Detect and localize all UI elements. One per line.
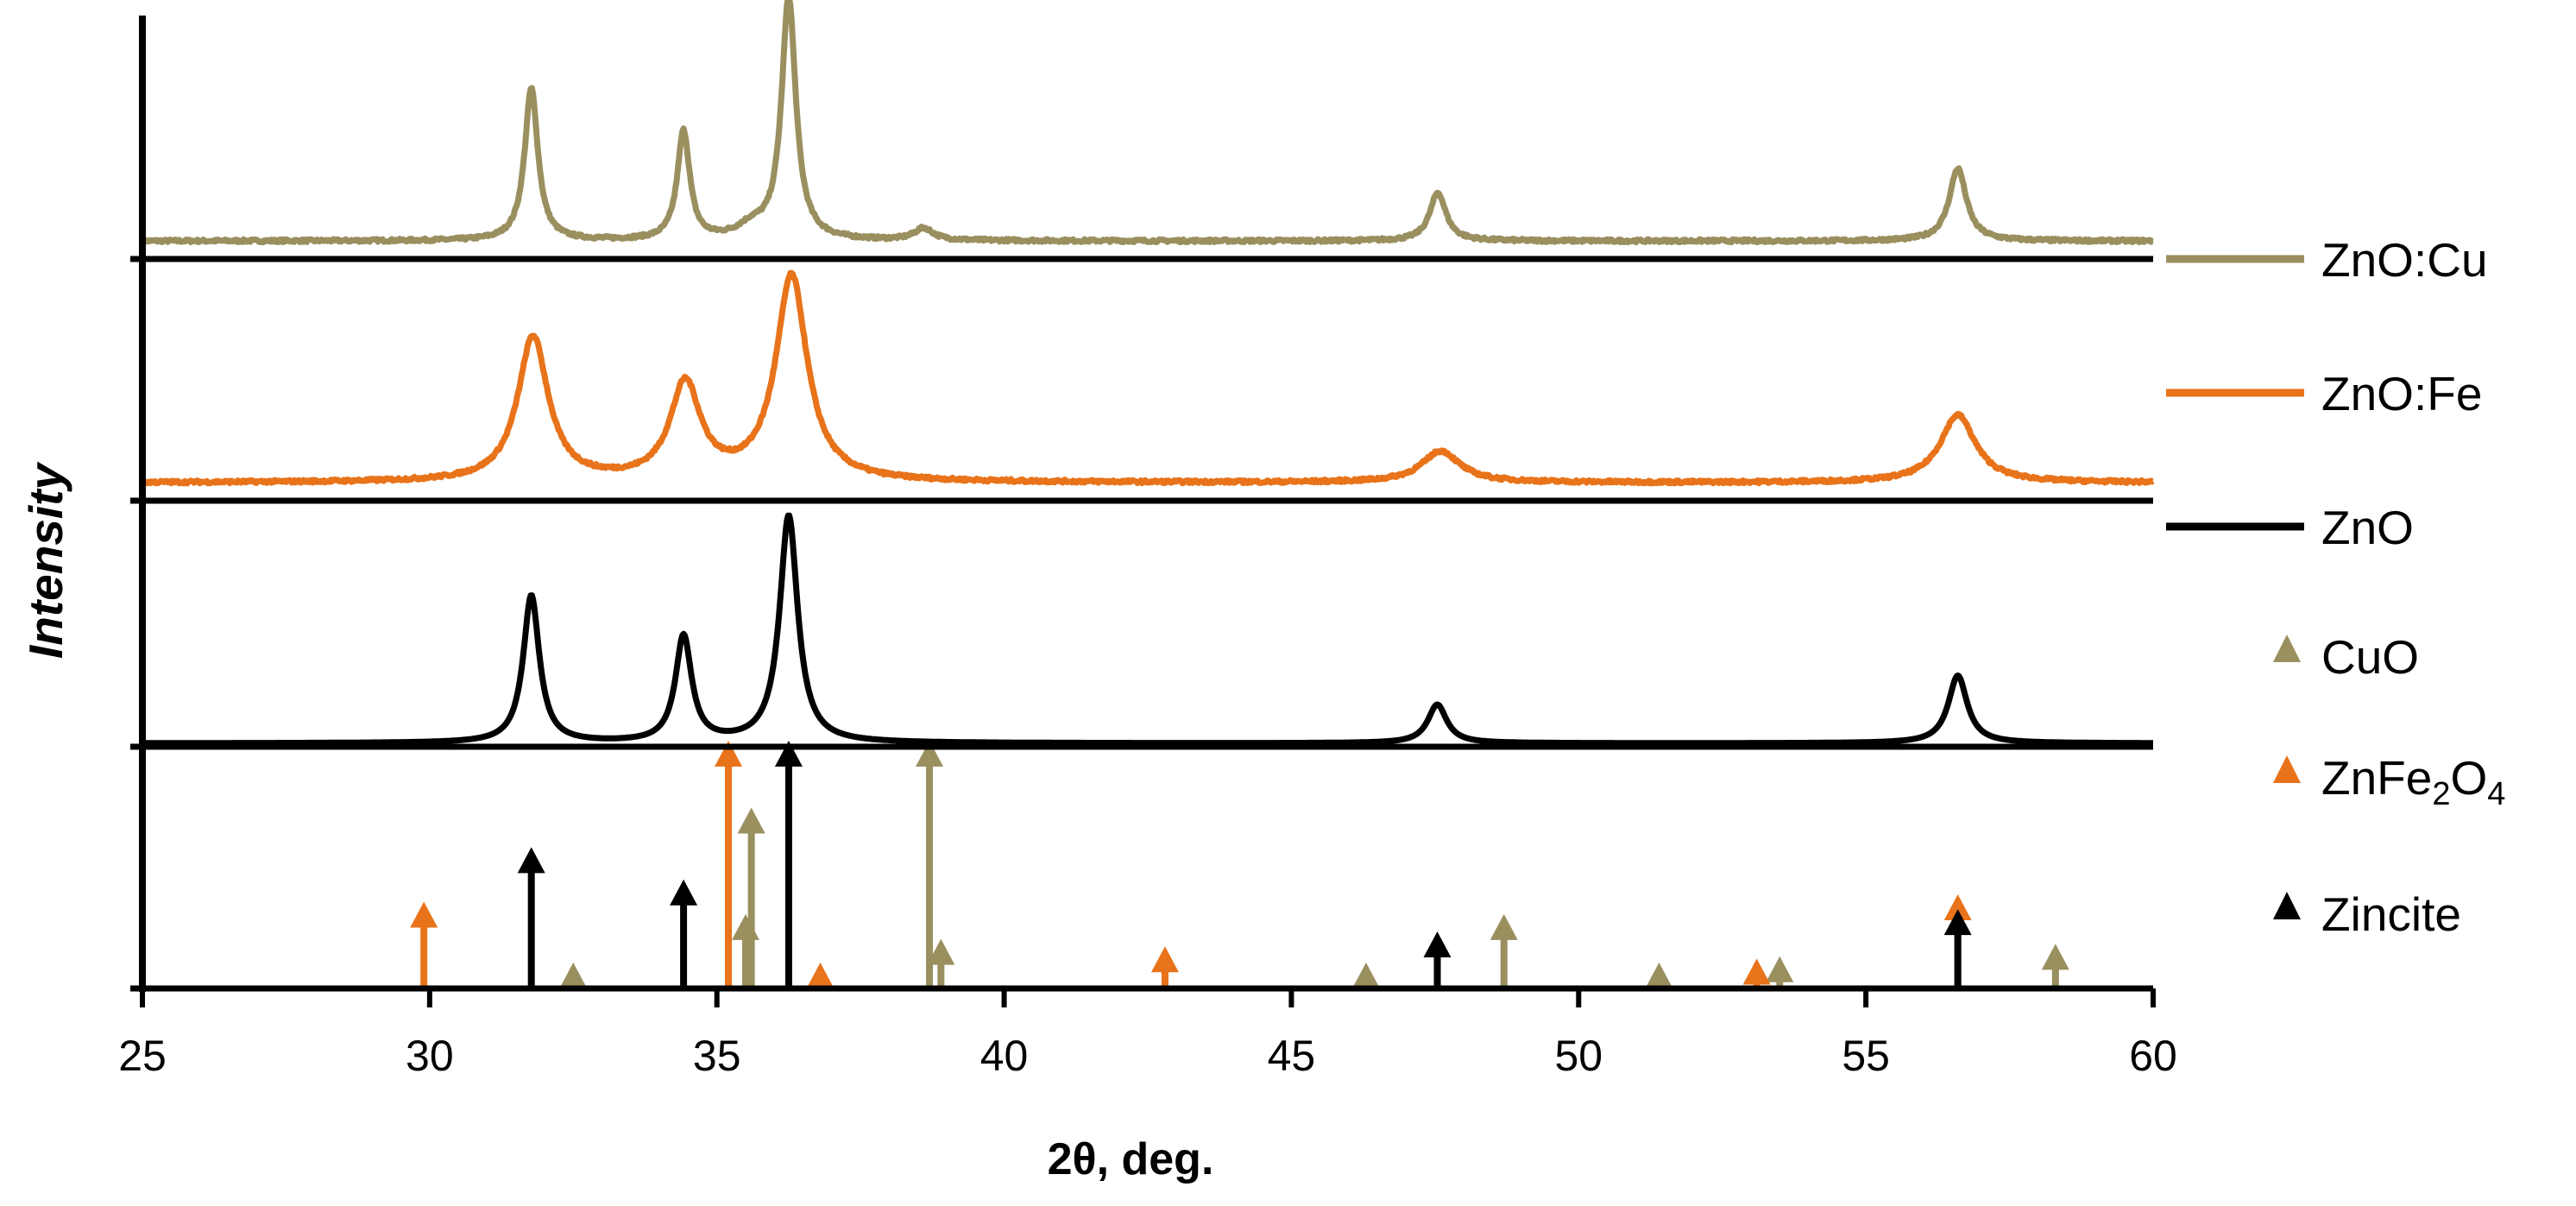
x-tick-label: 50 [1554, 1032, 1603, 1080]
x-tick-label: 40 [980, 1032, 1029, 1080]
x-tick-label: 55 [1842, 1032, 1890, 1080]
reference-line-zincite [1423, 931, 1452, 988]
pattern-line-zno [140, 512, 2156, 747]
reference-line-znfe2o4 [715, 741, 743, 988]
x-tick-label: 25 [118, 1032, 167, 1080]
legend-triangle-marker [2273, 892, 2301, 919]
legend-label: ZnO [2321, 501, 2414, 554]
y-axis-title: Intensity [19, 462, 72, 660]
reference-line-cuo [559, 963, 588, 988]
x-tick-label: 60 [2129, 1032, 2177, 1080]
legend-label: CuO [2321, 630, 2419, 684]
reference-line-cuo [1645, 963, 1673, 988]
legend-item-zno: ZnO [2166, 501, 2414, 554]
legend-triangle-marker [2273, 635, 2301, 662]
reference-line-zincite [774, 741, 803, 988]
reference-line-cuo [916, 741, 944, 988]
reference-line-cuo [1490, 913, 1518, 988]
reference-markers [410, 741, 2069, 988]
reference-line-zincite [1943, 909, 1972, 988]
reference-line-cuo [2041, 944, 2069, 988]
diffraction-patterns [139, 0, 2156, 747]
reference-line-znfe2o4 [806, 963, 835, 988]
x-tick-label: 45 [1268, 1032, 1316, 1080]
legend-item-znfe: ZnFe2O4 [2273, 751, 2505, 812]
axes: 25 30 35 40 45 50 55 60 [118, 16, 2177, 1080]
legend-label: Zincite [2321, 887, 2461, 941]
x-tick-label: 35 [693, 1032, 741, 1080]
legend-item-zno-cu: ZnO:Cu [2166, 233, 2488, 287]
reference-line-zincite [517, 847, 545, 988]
legend-label: ZnFe2O4 [2321, 751, 2505, 812]
x-tick-label: 30 [406, 1032, 454, 1080]
reference-line-znfe2o4 [1150, 946, 1179, 988]
reference-line-zincite [670, 879, 698, 988]
legend: ZnO:Cu ZnO:Fe ZnO CuO ZnFe2O4 Zincite [2166, 233, 2505, 941]
legend-triangle-marker [2273, 755, 2301, 783]
reference-line-cuo [737, 807, 765, 988]
legend-item-cuo: CuO [2273, 630, 2419, 684]
reference-line-cuo [732, 913, 759, 988]
legend-item-zincite: Zincite [2273, 887, 2461, 941]
legend-label: ZnO:Cu [2321, 233, 2488, 287]
reference-line-cuo [927, 938, 955, 988]
reference-line-znfe2o4 [1742, 958, 1771, 988]
legend-label: ZnO:Fe [2321, 367, 2482, 420]
reference-line-cuo [1766, 956, 1794, 988]
reference-line-znfe2o4 [410, 901, 438, 988]
reference-line-cuo [1351, 963, 1380, 988]
x-axis-title: 2θ, deg. [1048, 1134, 1214, 1184]
pattern-line-zno-cu [139, 0, 2156, 246]
pattern-line-zno-fe [139, 269, 2156, 487]
legend-item-zno-fe: ZnO:Fe [2166, 367, 2482, 420]
